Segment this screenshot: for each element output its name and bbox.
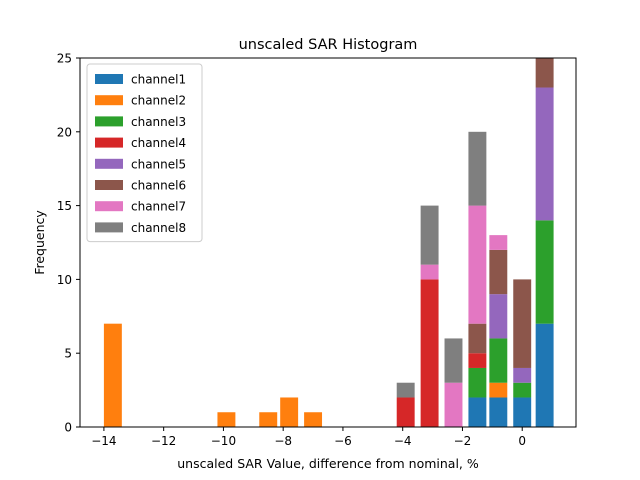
bar-channel1-3	[535, 323, 554, 427]
x-tick-label: −10	[211, 434, 236, 448]
y-tick-label: 20	[57, 125, 72, 139]
bar-channel8-0	[396, 382, 415, 398]
bar-channel6-1	[489, 249, 508, 295]
x-tick-label: 0	[518, 434, 526, 448]
legend-swatch-channel5	[95, 158, 123, 169]
legend-swatch-channel6	[95, 180, 123, 190]
bar-channel7-1	[444, 382, 463, 427]
chart-title: unscaled SAR Histogram	[239, 37, 418, 53]
bar-channel2-0	[103, 323, 122, 427]
bar-channel3-1	[489, 338, 508, 383]
x-axis-ticks: −14 −12 −10 −8 −6 −4 −2 0	[91, 427, 526, 448]
y-axis-ticks: 0 5 10 15 20 25	[57, 52, 80, 435]
y-tick-label: 15	[57, 199, 72, 213]
bar-channel1-0	[468, 397, 487, 427]
legend-label-channel6: channel6	[131, 179, 186, 193]
bar-channel3-2	[513, 382, 532, 398]
plot-frame	[79, 57, 577, 428]
legend-swatch-channel2	[95, 95, 123, 106]
bar-channel2-2	[259, 412, 278, 427]
x-axis-label: unscaled SAR Value, difference from nomi…	[177, 456, 479, 471]
bar-channel7-0	[420, 264, 439, 280]
legend-swatch-channel8	[95, 222, 123, 233]
bar-channel5-1	[513, 367, 532, 383]
bar-channel5-2	[535, 87, 554, 221]
legend-label-channel7: channel7	[131, 200, 186, 214]
bar-channel1-2	[513, 397, 532, 427]
legend-swatch-channel4	[95, 137, 123, 148]
bar-channel5-0	[489, 294, 508, 339]
bar-channel2-5	[489, 382, 508, 398]
legend-box	[86, 63, 203, 243]
bar-channel4-0	[396, 397, 415, 427]
legend-label-channel2: channel2	[131, 94, 186, 108]
x-tick-label: −12	[151, 434, 176, 448]
x-tick-label: −2	[454, 434, 472, 448]
bar-channel8-2	[444, 338, 463, 383]
x-tick-label: −14	[91, 434, 116, 448]
bar-channel7-2	[468, 205, 487, 324]
bar-channel8-3	[468, 131, 487, 206]
bar-channel2-4	[304, 412, 323, 427]
x-tick-label: −6	[334, 434, 352, 448]
bars-layer	[103, 58, 554, 427]
legend-swatch-channel3	[95, 116, 123, 127]
legend-swatch-channel1	[95, 74, 123, 84]
legend-label-channel8: channel8	[131, 221, 186, 235]
legend-label-channel1: channel1	[131, 73, 186, 87]
y-tick-label: 5	[64, 347, 72, 361]
bar-channel1-1	[489, 397, 508, 427]
bar-channel2-3	[280, 397, 299, 427]
bar-channel3-3	[535, 220, 554, 324]
legend-label-channel3: channel3	[131, 115, 186, 129]
y-tick-label: 0	[64, 421, 72, 435]
bar-channel3-0	[468, 367, 487, 398]
bar-channel7-3	[489, 235, 508, 250]
legend-label-channel5: channel5	[131, 157, 186, 171]
bar-channel4-1	[420, 279, 439, 427]
y-axis-label: Frequency	[32, 210, 47, 275]
bar-channel6-3	[535, 58, 554, 88]
y-tick-label: 25	[57, 52, 72, 66]
bar-channel6-2	[513, 279, 532, 368]
bar-channel4-2	[468, 353, 487, 368]
legend-swatch-channel7	[95, 201, 123, 212]
bar-channel8-1	[420, 205, 439, 265]
x-tick-label: −8	[274, 434, 292, 448]
legend: channel1 channel2 channel3 channel4 channel5…	[86, 63, 203, 243]
bar-channel6-0	[468, 323, 487, 354]
x-tick-label: −4	[394, 434, 412, 448]
legend-label-channel4: channel4	[131, 136, 186, 150]
y-tick-label: 10	[57, 273, 72, 287]
bar-channel2-1	[217, 412, 236, 427]
